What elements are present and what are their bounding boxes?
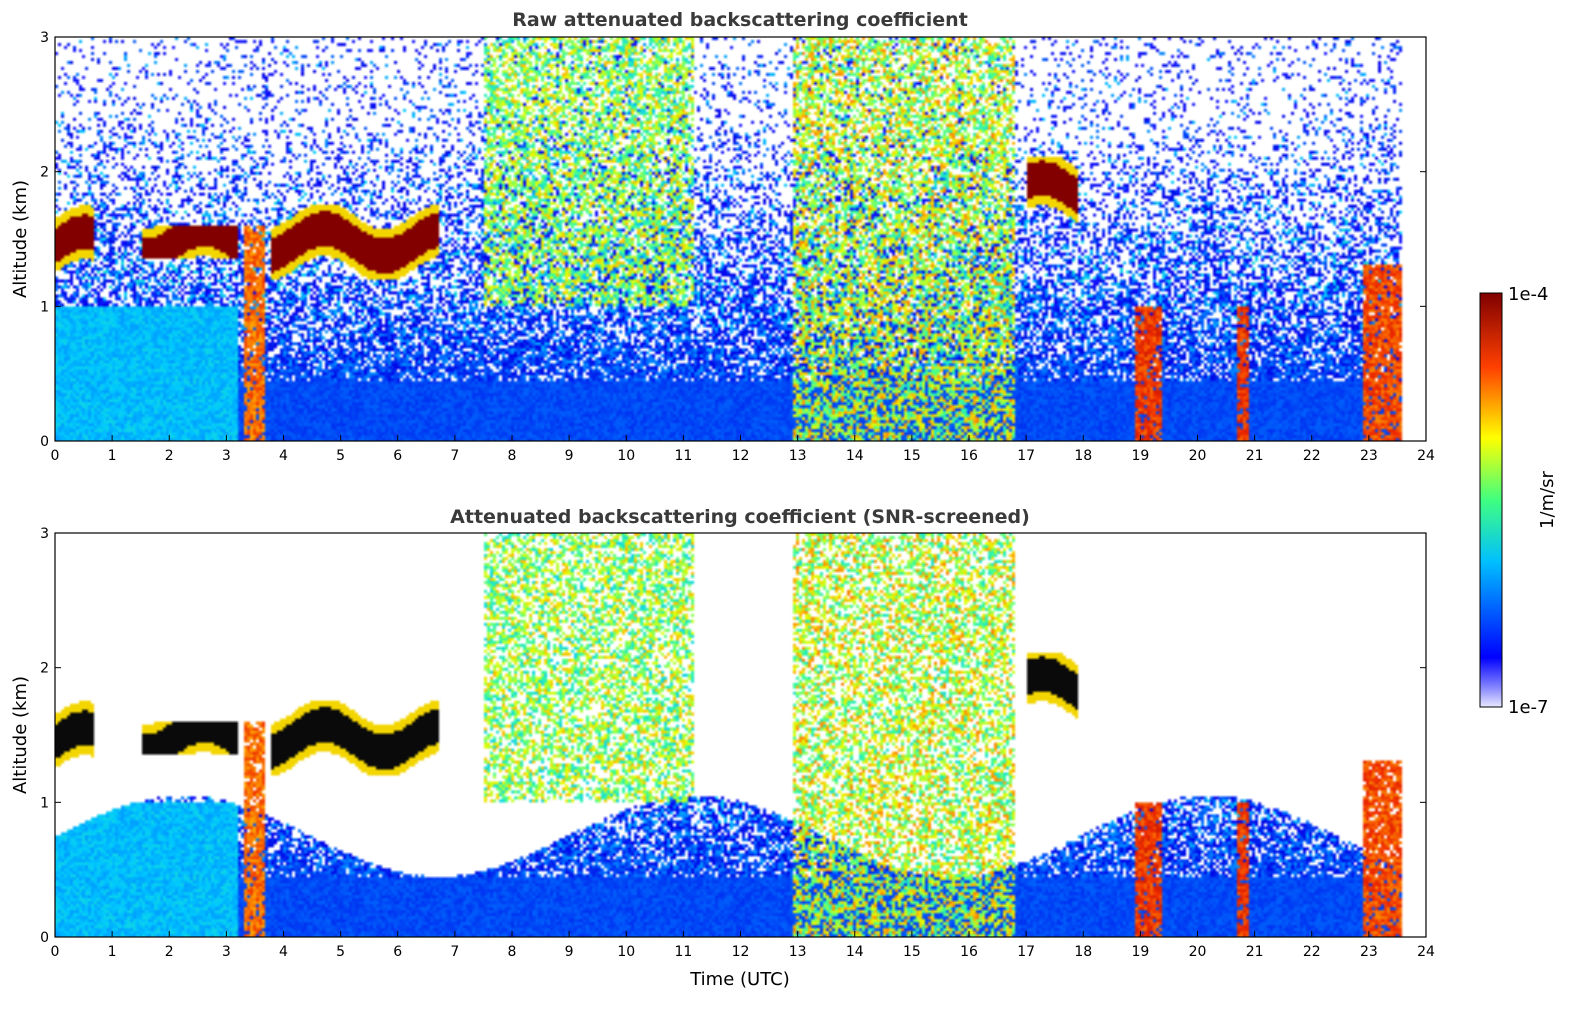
panel-screened-x-tick-label: 7 <box>450 944 459 960</box>
panel-screened-x-tick-label: 5 <box>336 944 345 960</box>
panel-screened-y-tick-label: 2 <box>40 661 49 677</box>
panel-raw-x-tick-label: 9 <box>565 448 574 464</box>
panel-raw-x-tick-label: 23 <box>1360 448 1378 464</box>
panel-screened-x-tick-label: 18 <box>1074 944 1092 960</box>
panel-screened-x-tick-label: 1 <box>108 944 117 960</box>
panel-raw-x-tick-label: 8 <box>508 448 517 464</box>
panel-raw-x-ticks: 0 1 2 3 4 5 6 7 8 9 10 11 12 13 14 15 16 17 18 19 20 21 22 23 24 <box>51 435 1435 464</box>
colorbar-max-label: 1e-4 <box>1508 284 1548 305</box>
panel-screened-x-tick-label: 24 <box>1417 944 1435 960</box>
panel-raw-x-tick-label: 4 <box>279 448 288 464</box>
panel-raw: Raw attenuated backscattering coefficien… <box>10 9 1435 464</box>
panel-raw-y-tick-label: 0 <box>40 434 49 450</box>
panel-screened-x-tick-label: 19 <box>1131 944 1149 960</box>
panel-raw-x-tick-label: 5 <box>336 448 345 464</box>
panel-screened-xlabel: Time (UTC) <box>689 969 790 990</box>
panel-screened-x-tick-label: 8 <box>508 944 517 960</box>
panel-raw-x-tick-label: 0 <box>51 448 60 464</box>
panel-raw-x-tick-label: 11 <box>674 448 692 464</box>
panel-screened-y-tick-label: 1 <box>40 795 49 811</box>
panel-raw-x-tick-label: 7 <box>450 448 459 464</box>
panel-screened-y-tick-label: 0 <box>40 930 49 946</box>
panel-screened-x-tick-label: 22 <box>1303 944 1321 960</box>
panel-raw-y-tick-label: 3 <box>40 30 49 46</box>
panel-raw-x-tick-label: 21 <box>1246 448 1264 464</box>
panel-screened-x-tick-label: 21 <box>1246 944 1264 960</box>
panel-raw-x-tick-label: 12 <box>732 448 750 464</box>
panel-raw-ylabel: Altitude (km) <box>10 180 31 298</box>
panel-raw-x-tick-label: 1 <box>108 448 117 464</box>
panel-raw-x-tick-label: 16 <box>960 448 978 464</box>
panel-raw-x-tick-label: 22 <box>1303 448 1321 464</box>
panel-screened-x-tick-label: 2 <box>165 944 174 960</box>
panel-screened-x-tick-label: 10 <box>617 944 635 960</box>
panel-screened-x-tick-label: 13 <box>789 944 807 960</box>
panel-raw-y-ticks: 0 1 2 3 <box>40 30 1426 450</box>
panel-screened-x-ticks: 0 1 2 3 4 5 6 7 8 9 10 11 12 13 14 15 16 17 18 19 20 21 22 23 24 <box>51 931 1435 960</box>
panel-raw-x-tick-label: 6 <box>393 448 402 464</box>
panel-screened-y-tick-label: 3 <box>40 526 49 542</box>
panel-screened-x-tick-label: 6 <box>393 944 402 960</box>
panel-screened: Attenuated backscattering coefficient (S… <box>10 506 1435 990</box>
panel-raw-x-tick-label: 3 <box>222 448 231 464</box>
panel-raw-x-tick-label: 17 <box>1017 448 1035 464</box>
panel-screened-x-tick-label: 12 <box>732 944 750 960</box>
panel-screened-x-tick-label: 17 <box>1017 944 1035 960</box>
panel-screened-x-tick-label: 20 <box>1189 944 1207 960</box>
panel-screened-title: Attenuated backscattering coefficient (S… <box>450 506 1030 528</box>
panel-raw-x-tick-label: 13 <box>789 448 807 464</box>
panel-screened-x-tick-label: 9 <box>565 944 574 960</box>
panel-raw-y-tick-label: 1 <box>40 299 49 315</box>
panel-raw-x-tick-label: 24 <box>1417 448 1435 464</box>
panel-screened-x-tick-label: 11 <box>674 944 692 960</box>
panel-raw-y-tick-label: 2 <box>40 165 49 181</box>
colorbar: 1e-4 1e-7 1/m/sr <box>1479 284 1558 718</box>
panel-raw-heatmap <box>55 37 1426 441</box>
panel-screened-x-tick-label: 15 <box>903 944 921 960</box>
panel-raw-x-tick-label: 2 <box>165 448 174 464</box>
panel-raw-x-tick-label: 18 <box>1074 448 1092 464</box>
panel-raw-x-tick-label: 14 <box>846 448 864 464</box>
colorbar-min-label: 1e-7 <box>1508 697 1548 718</box>
panel-raw-title: Raw attenuated backscattering coefficien… <box>512 9 968 31</box>
panel-screened-x-tick-label: 3 <box>222 944 231 960</box>
panel-screened-x-tick-label: 23 <box>1360 944 1378 960</box>
panel-raw-x-tick-label: 20 <box>1189 448 1207 464</box>
colorbar-gradient <box>1479 292 1503 708</box>
panel-raw-x-tick-label: 15 <box>903 448 921 464</box>
panel-screened-x-tick-label: 0 <box>51 944 60 960</box>
panel-raw-x-tick-label: 19 <box>1131 448 1149 464</box>
panel-screened-heatmap <box>55 533 1426 937</box>
panel-raw-x-tick-label: 10 <box>617 448 635 464</box>
panel-screened-ylabel: Altitude (km) <box>10 676 31 794</box>
panel-screened-x-tick-label: 14 <box>846 944 864 960</box>
panel-screened-y-ticks: 0 1 2 3 <box>40 526 1426 946</box>
panel-screened-x-tick-label: 4 <box>279 944 288 960</box>
panel-screened-x-tick-label: 16 <box>960 944 978 960</box>
colorbar-unit-label: 1/m/sr <box>1537 470 1558 528</box>
